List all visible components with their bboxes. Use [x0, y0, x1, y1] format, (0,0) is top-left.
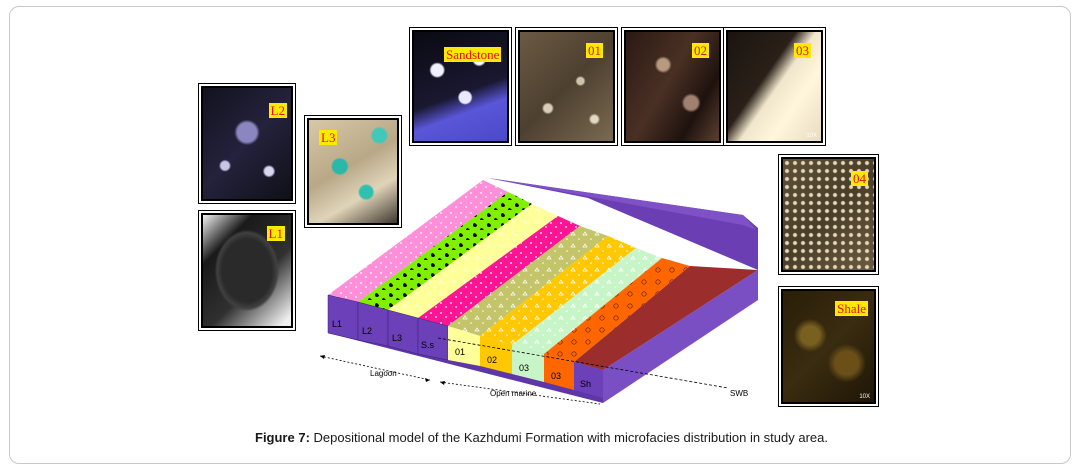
photo-sandstone: Sandstone	[409, 27, 512, 146]
photo-label-shale: Shale	[835, 301, 868, 316]
facies-front-faces	[327, 294, 603, 398]
photo-label-04: 04	[851, 171, 868, 186]
photo-02: 02	[621, 27, 724, 146]
magnification-label: 10X	[806, 133, 817, 139]
front-label-Sh: Sh	[580, 379, 591, 389]
model-base-side	[603, 270, 758, 403]
model-back-platform	[488, 178, 758, 270]
swb-label: SWB	[730, 389, 748, 398]
front-label-L2: L2	[362, 326, 372, 336]
magnification-label: 10X	[859, 394, 870, 400]
front-label-L1: L1	[332, 319, 342, 329]
front-label-01: 01	[455, 347, 465, 357]
photo-03: 03 10X	[723, 27, 826, 146]
depositional-model: L1 L2 L3 S.s 01 02 03 03 Sh Lagoon Open …	[319, 178, 758, 405]
caption-text: Depositional model of the Kazhdumi Forma…	[309, 430, 828, 445]
figure-caption: Figure 7: Depositional model of the Kazh…	[0, 430, 1083, 445]
front-label-03b: 03	[551, 371, 561, 381]
front-label-L3: L3	[392, 333, 402, 343]
zone-arrows	[319, 355, 601, 405]
photo-shale: Shale 10X	[778, 286, 879, 407]
front-label-02: 02	[487, 355, 497, 365]
photo-label-L2: L2	[268, 103, 287, 118]
photo-label-sandstone: Sandstone	[444, 47, 502, 62]
front-label-03: 03	[519, 363, 529, 373]
photo-01: 01	[515, 27, 618, 146]
photo-L2: L2	[198, 83, 296, 204]
zone-label-open-marine: Open marine	[490, 389, 537, 398]
front-labels: L1 L2 L3 S.s 01 02 03 03 Sh	[332, 319, 591, 389]
photo-04: 04	[778, 154, 879, 275]
zone-label-lagoon: Lagoon	[370, 369, 397, 378]
photo-label-L3: L3	[319, 130, 338, 145]
caption-prefix: Figure 7:	[255, 430, 310, 445]
photo-L3: L3	[304, 115, 402, 228]
photo-label-03: 03	[794, 43, 811, 58]
photo-L1: L1	[198, 210, 296, 331]
swb-line	[437, 337, 729, 389]
belt-shale	[574, 266, 758, 370]
photo-label-01: 01	[586, 43, 603, 58]
photo-label-L1: L1	[266, 226, 285, 241]
facies-belts	[328, 180, 758, 370]
photo-label-02: 02	[692, 43, 709, 58]
front-label-Ss: S.s	[421, 340, 435, 350]
